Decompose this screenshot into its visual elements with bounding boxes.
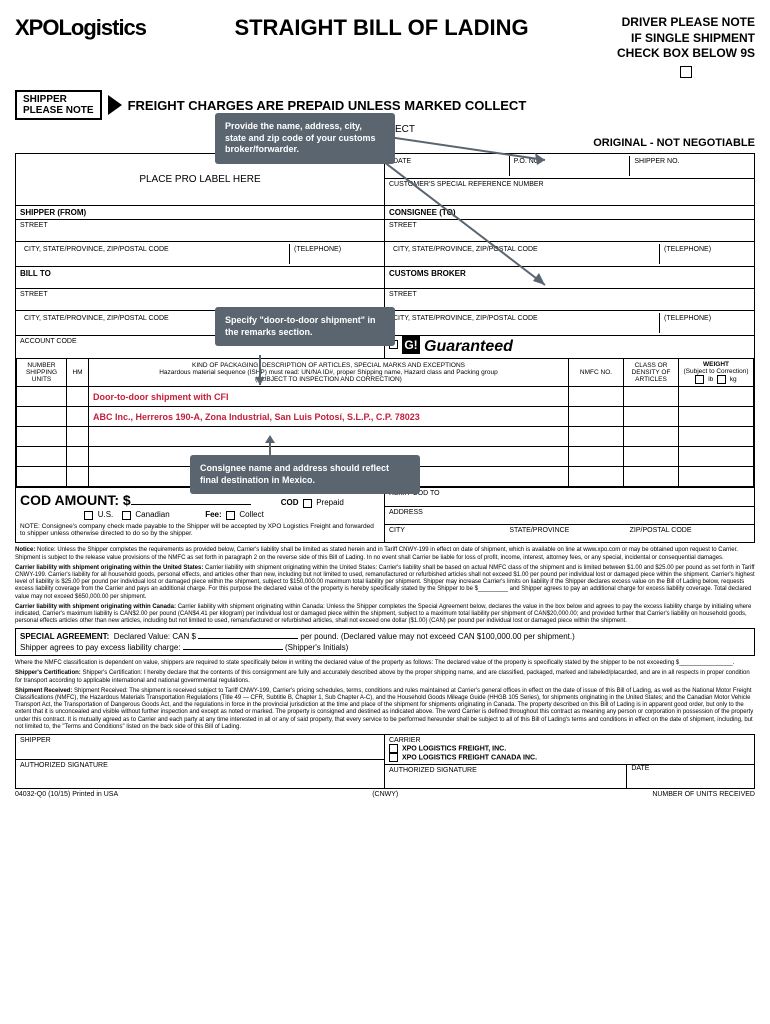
driver-note: DRIVER PLEASE NOTE IF SINGLE SHIPMENT CH…: [617, 15, 755, 82]
nmfc-text: Where the NMFC classification is depende…: [15, 660, 755, 667]
broker-city[interactable]: CITY, STATE/PROVINCE, ZIP/POSTAL CODE: [389, 313, 660, 333]
col-desc: KIND OF PACKAGING, DESCRIPTION OF ARTICL…: [89, 359, 569, 387]
shipper-from-header: SHIPPER (FROM): [16, 206, 384, 219]
remit-city-row[interactable]: CITY STATE/PROVINCE ZIP/POSTAL CODE: [385, 524, 754, 542]
cod-left: COD AMOUNT: $ COD Prepaid U.S. Canadian …: [16, 488, 385, 542]
consignee-phone[interactable]: (TELEPHONE): [660, 244, 750, 264]
broker-phone[interactable]: (TELEPHONE): [660, 313, 750, 333]
remit-to[interactable]: REMIT COD TO: [385, 488, 754, 506]
callout-remarks: Specify "door-to-door shipment" in the r…: [215, 307, 395, 346]
g-logo-icon: G!: [402, 336, 420, 354]
col-weight: WEIGHT(Subject to Correction) lb kg: [679, 359, 754, 387]
can-liability-text: Carrier liability with shipment originat…: [15, 604, 755, 626]
sig-carrier: CARRIER XPO LOGISTICS FREIGHT, INC. XPO …: [385, 735, 754, 764]
signature-section: SHIPPER AUTHORIZED SIGNATURE CARRIER XPO…: [15, 734, 755, 789]
can-checkbox[interactable]: [122, 511, 131, 520]
arrow-icon: [108, 95, 122, 115]
guaranteed-row: G! Guaranteed: [385, 335, 754, 358]
notice-text: Notice: Notice: Unless the Shipper compl…: [15, 547, 755, 561]
item-row-3[interactable]: [89, 427, 569, 447]
cod-prepaid-checkbox[interactable]: [303, 499, 312, 508]
cert-text: Shipper's Certification: Shipper's Certi…: [15, 670, 755, 684]
prepaid-text: FREIGHT CHARGES ARE PREPAID UNLESS MARKE…: [128, 98, 527, 113]
remit-address[interactable]: ADDRESS: [385, 506, 754, 524]
shipper-note-box: SHIPPERPLEASE NOTE: [15, 90, 102, 120]
us-liability-text: Carrier liability with shipment originat…: [15, 565, 755, 601]
received-text: Shipment Received: Shipment Received: Th…: [15, 688, 755, 731]
col-nmfc: NMFC NO.: [569, 359, 624, 387]
col-class: CLASS OR DENSITY OF ARTICLES: [624, 359, 679, 387]
fee-collect-checkbox[interactable]: [226, 511, 235, 520]
special-agreement: SPECIAL AGREEMENT: Declared Value: CAN $…: [15, 628, 755, 656]
sig-auth-right[interactable]: AUTHORIZED SIGNATURE DATE: [385, 764, 754, 788]
col-hm: HM: [67, 359, 89, 387]
checkbox-9s[interactable]: [680, 66, 692, 78]
footer: 04032-Q0 (10/15) Printed in USA (CNWY) N…: [15, 791, 755, 798]
logo: XPOLogistics: [15, 15, 146, 41]
us-checkbox[interactable]: [84, 511, 93, 520]
sig-auth-left[interactable]: AUTHORIZED SIGNATURE: [16, 759, 384, 783]
item-row-2[interactable]: ABC Inc., Herreros 190-A, Zona Industria…: [89, 407, 569, 427]
callout-broker: Provide the name, address, city, state a…: [215, 113, 395, 164]
main-title: STRAIGHT BILL OF LADING: [146, 15, 617, 41]
shipper-no-field[interactable]: SHIPPER NO.: [630, 156, 750, 176]
col-units: NUMBER SHIPPING UNITS: [17, 359, 67, 387]
shipper-city[interactable]: CITY, STATE/PROVINCE, ZIP/POSTAL CODE: [20, 244, 290, 264]
shipper-street[interactable]: STREET: [16, 219, 384, 241]
shipper-phone[interactable]: (TELEPHONE): [290, 244, 380, 264]
sig-shipper[interactable]: SHIPPER: [16, 735, 384, 759]
item-row-1[interactable]: Door-to-door shipment with CFI: [89, 387, 569, 407]
billto-header: BILL TO: [16, 266, 384, 288]
callout-consignee: Consignee name and address should reflec…: [190, 455, 420, 494]
